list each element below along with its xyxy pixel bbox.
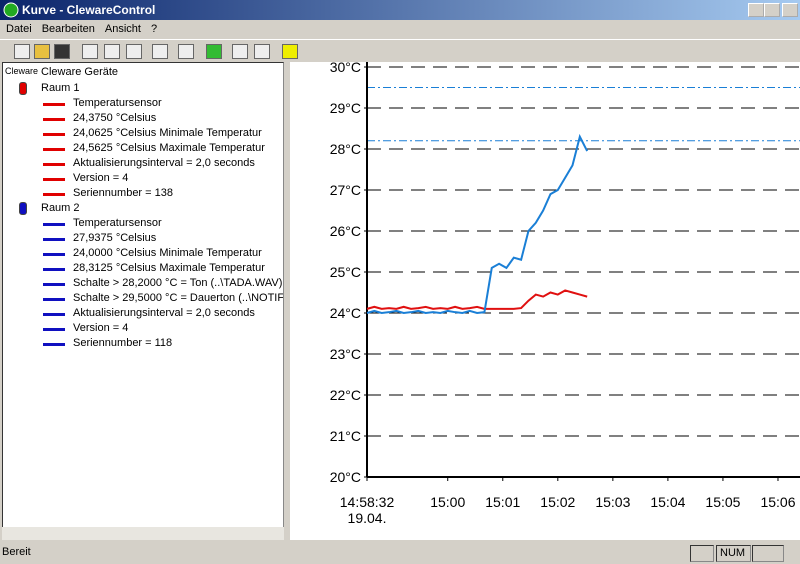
status-box (752, 545, 784, 562)
tree-item[interactable]: Seriennumber = 138 (73, 187, 173, 199)
minimize-button[interactable] (748, 3, 764, 17)
tree-item[interactable]: 24,3750 °Celsius (73, 112, 157, 124)
x-tick-label: 15:01 (485, 494, 520, 510)
menu-item[interactable]: Bearbeiten (41, 23, 95, 35)
sensor-icon (19, 82, 27, 95)
x-tick-label: 15:06 (760, 494, 795, 510)
help-button[interactable] (282, 44, 298, 59)
status-box (690, 545, 714, 562)
series-line-icon (43, 148, 65, 151)
x-tick-label: 15:00 (430, 494, 465, 510)
tree-item[interactable]: Seriennumber = 118 (73, 337, 173, 349)
device-tree: Cleware Cleware Geräte Raum 1 Temperatursen… (2, 62, 284, 528)
new-button[interactable] (14, 44, 30, 59)
y-tick-label: 27°C (330, 182, 361, 198)
chart-background (290, 62, 800, 540)
maximize-button[interactable] (764, 3, 780, 17)
menu-item[interactable]: Datei (6, 23, 32, 35)
tree-item[interactable]: Aktualisierungsinterval = 2,0 seconds (73, 157, 255, 169)
tree-item[interactable]: 24,5625 °Celsius Maximale Temperatur (73, 142, 265, 154)
series-line-icon (43, 133, 65, 136)
series-line-icon (43, 328, 65, 331)
app-icon (3, 2, 19, 18)
group-label[interactable]: Raum 1 (41, 82, 80, 94)
status-bar: Bereit NUM (0, 543, 800, 564)
tree-item[interactable]: 24,0000 °Celsius Minimale Temperatur (73, 247, 262, 259)
y-tick-label: 24°C (330, 305, 361, 321)
x-tick-label: 15:02 (540, 494, 575, 510)
compress-button[interactable] (254, 44, 270, 59)
y-tick-label: 29°C (330, 100, 361, 116)
series-line-icon (43, 163, 65, 166)
series-line-icon (43, 223, 65, 226)
save-button[interactable] (54, 44, 70, 59)
refresh-button[interactable] (206, 44, 222, 59)
series-line (366, 133, 589, 315)
y-tick-label: 23°C (330, 346, 361, 362)
y-tick-label: 25°C (330, 264, 361, 280)
num-indicator: NUM (716, 545, 751, 562)
group-label[interactable]: Raum 2 (41, 202, 80, 214)
series-line-icon (43, 343, 65, 346)
cut-button[interactable] (82, 44, 98, 59)
tree-item[interactable]: Version = 4 (73, 172, 129, 184)
copy-button[interactable] (104, 44, 120, 59)
chart: 20°C 21°C 22°C 23°C 24°C 25°C 26°C 27°C 28°C 29°C… (290, 62, 800, 540)
series-line (366, 289, 588, 310)
date-label: 19.04. (348, 510, 387, 526)
series-line-icon (43, 283, 65, 286)
series-line-icon (43, 103, 65, 106)
series-line-icon (43, 193, 65, 196)
print-button[interactable] (152, 44, 168, 59)
x-tick-label: 15:03 (595, 494, 630, 510)
horizontal-scrollbar[interactable] (2, 527, 284, 540)
close-button[interactable] (782, 3, 798, 17)
y-tick-label: 21°C (330, 428, 361, 444)
root-icon: Cleware (5, 66, 39, 76)
open-button[interactable] (34, 44, 50, 59)
series-line-icon (43, 178, 65, 181)
series-line-icon (43, 268, 65, 271)
tree-root[interactable]: Cleware Geräte (41, 66, 119, 78)
tree-item[interactable]: Aktualisierungsinterval = 2,0 seconds (73, 307, 255, 319)
tree-item[interactable]: 24,0625 °Celsius Minimale Temperatur (73, 127, 262, 139)
tree-item[interactable]: 27,9375 °Celsius (73, 232, 157, 244)
x-tick-label: 15:05 (705, 494, 740, 510)
expand-button[interactable] (232, 44, 248, 59)
window-button[interactable] (178, 44, 194, 59)
tree-item[interactable]: Schalte > 29,5000 °C = Dauerton (..\NOTI… (73, 292, 284, 304)
status-text: Bereit (2, 546, 31, 558)
sensor-icon (19, 202, 27, 215)
series-line-icon (43, 118, 65, 121)
window-title: Kurve - ClewareControl (22, 3, 156, 17)
y-tick-label: 22°C (330, 387, 361, 403)
tree-item[interactable]: Temperatursensor (73, 217, 162, 229)
series-line-icon (43, 313, 65, 316)
menu-item[interactable]: ? (150, 23, 158, 35)
series-line-icon (43, 298, 65, 301)
y-tick-label: 20°C (330, 469, 361, 485)
tree-item[interactable]: Temperatursensor (73, 97, 162, 109)
tree-item[interactable]: Schalte > 28,2000 °C = Ton (..\TADA.WAV) (73, 277, 283, 289)
menu-item[interactable]: Ansicht (104, 23, 141, 35)
menu-bar: Datei Bearbeiten Ansicht? (0, 20, 800, 38)
tree-item[interactable]: Version = 4 (73, 322, 129, 334)
title-bar: Kurve - ClewareControl (0, 0, 800, 20)
series-line-icon (43, 253, 65, 256)
toolbar (0, 39, 800, 62)
tree-item[interactable]: 28,3125 °Celsius Maximale Temperatur (73, 262, 265, 274)
series-line-icon (43, 238, 65, 241)
y-tick-label: 28°C (330, 141, 361, 157)
y-tick-label: 26°C (330, 223, 361, 239)
x-tick-label: 15:04 (650, 494, 685, 510)
x-tick-label: 14:58:32 (340, 494, 395, 510)
paste-button[interactable] (126, 44, 142, 59)
y-tick-label: 30°C (330, 62, 361, 75)
